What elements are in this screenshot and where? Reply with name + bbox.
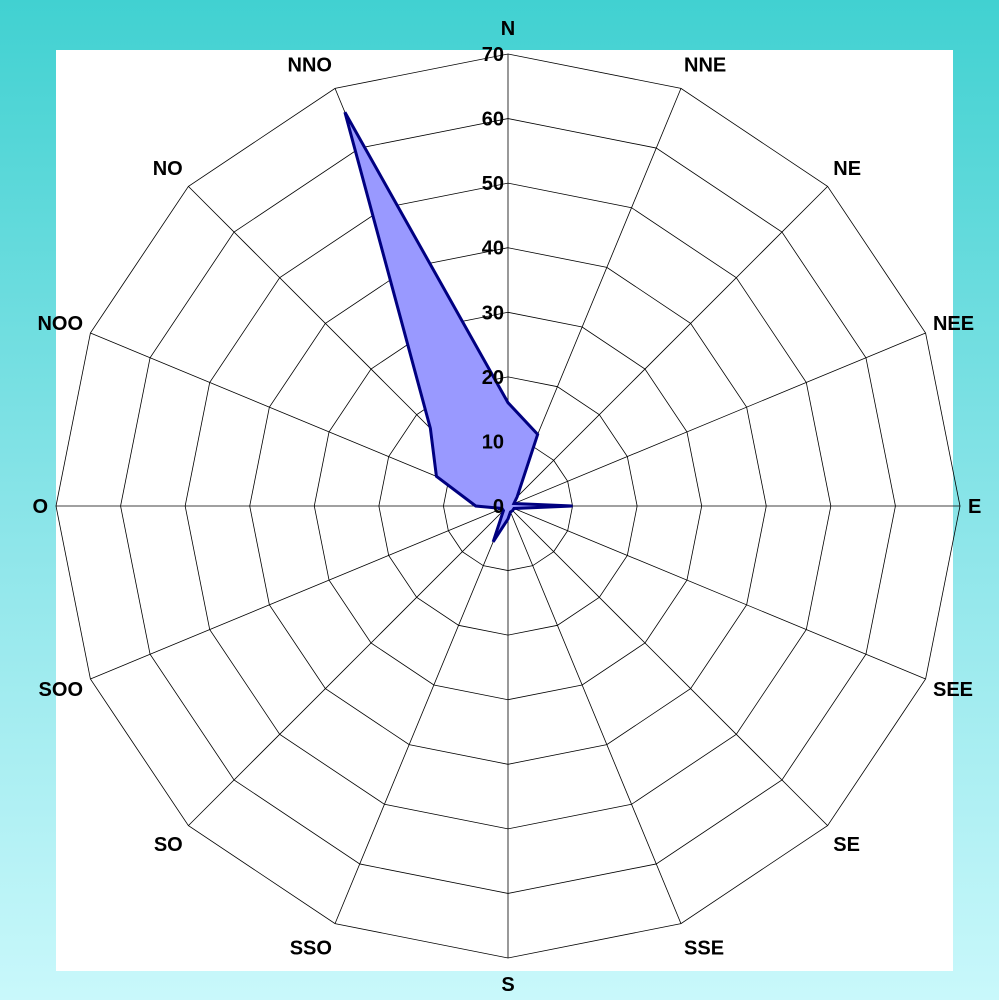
tick-label-0: 0 bbox=[493, 496, 504, 518]
spoke-se bbox=[507, 505, 828, 826]
series-0-area bbox=[343, 111, 573, 543]
tick-label-30: 30 bbox=[482, 302, 504, 324]
series-layer bbox=[343, 111, 573, 543]
direction-label-nne: NNE bbox=[684, 54, 726, 76]
spoke-soo bbox=[90, 505, 509, 680]
direction-label-nee: NEE bbox=[933, 313, 974, 335]
direction-label-s: S bbox=[501, 974, 514, 996]
direction-label-noo: NOO bbox=[37, 313, 83, 335]
direction-label-sso: SSO bbox=[290, 938, 332, 960]
spoke-ne bbox=[507, 186, 828, 507]
spoke-nee bbox=[507, 332, 926, 507]
tick-label-50: 50 bbox=[482, 173, 504, 195]
direction-label-so: SO bbox=[154, 834, 183, 856]
tick-label-10: 10 bbox=[482, 431, 504, 453]
direction-label-se: SE bbox=[833, 834, 860, 856]
tick-label-20: 20 bbox=[482, 367, 504, 389]
spoke-sso bbox=[334, 505, 509, 924]
tick-labels: 0 10 20 30 40 50 60 70 bbox=[482, 44, 504, 518]
spoke-so bbox=[188, 505, 509, 826]
direction-label-nno: NNO bbox=[288, 54, 332, 76]
tick-label-70: 70 bbox=[482, 44, 504, 66]
direction-label-soo: SOO bbox=[39, 679, 83, 701]
tick-label-40: 40 bbox=[482, 238, 504, 260]
direction-label-o: O bbox=[32, 496, 48, 518]
direction-label-no: NO bbox=[153, 158, 183, 180]
direction-label-ne: NE bbox=[833, 158, 861, 180]
tick-label-60: 60 bbox=[482, 109, 504, 131]
direction-label-sse: SSE bbox=[684, 938, 724, 960]
spoke-see bbox=[507, 505, 926, 680]
direction-label-e: E bbox=[968, 496, 981, 518]
direction-label-see: SEE bbox=[933, 679, 973, 701]
direction-labels: N NNE NE NEE E SEE SE SSE S SSO SO SOO O NOO NO NNO bbox=[32, 18, 981, 996]
spoke-sse bbox=[507, 505, 682, 924]
direction-label-n: N bbox=[501, 18, 515, 40]
